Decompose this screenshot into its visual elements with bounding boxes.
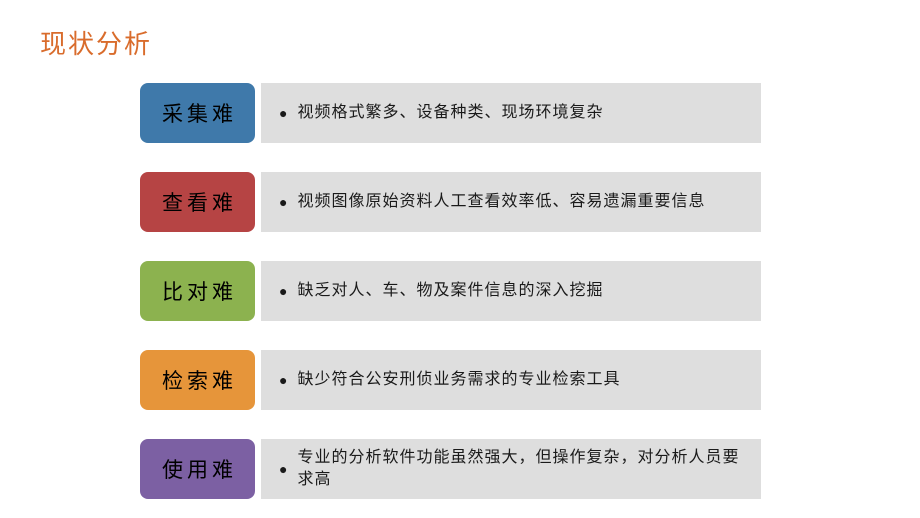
list-item: 采集难 ● 视频格式繁多、设备种类、现场环境复杂: [140, 83, 880, 143]
tag-view: 查看难: [140, 172, 255, 232]
tag-compare: 比对难: [140, 261, 255, 321]
bullet-icon: ●: [279, 195, 287, 209]
desc-bar: ● 视频格式繁多、设备种类、现场环境复杂: [261, 83, 761, 143]
desc-text: 缺少符合公安刑侦业务需求的专业检索工具: [297, 369, 620, 391]
page-title: 现状分析: [40, 24, 880, 61]
desc-bar: ● 视频图像原始资料人工查看效率低、容易遗漏重要信息: [261, 172, 761, 232]
desc-text: 专业的分析软件功能虽然强大，但操作复杂，对分析人员要求高: [297, 447, 743, 492]
list-item: 使用难 ● 专业的分析软件功能虽然强大，但操作复杂，对分析人员要求高: [140, 439, 880, 499]
tag-use: 使用难: [140, 439, 255, 499]
bullet-icon: ●: [279, 284, 287, 298]
desc-text: 缺乏对人、车、物及案件信息的深入挖掘: [297, 280, 603, 302]
tag-collect: 采集难: [140, 83, 255, 143]
desc-text: 视频图像原始资料人工查看效率低、容易遗漏重要信息: [297, 191, 705, 213]
desc-bar: ● 缺少符合公安刑侦业务需求的专业检索工具: [261, 350, 761, 410]
tag-search: 检索难: [140, 350, 255, 410]
desc-bar: ● 专业的分析软件功能虽然强大，但操作复杂，对分析人员要求高: [261, 439, 761, 499]
bullet-icon: ●: [279, 373, 287, 387]
desc-bar: ● 缺乏对人、车、物及案件信息的深入挖掘: [261, 261, 761, 321]
analysis-list: 采集难 ● 视频格式繁多、设备种类、现场环境复杂 查看难 ● 视频图像原始资料人…: [140, 83, 880, 499]
title-text: 现状分析: [40, 29, 152, 59]
list-item: 查看难 ● 视频图像原始资料人工查看效率低、容易遗漏重要信息: [140, 172, 880, 232]
list-item: 比对难 ● 缺乏对人、车、物及案件信息的深入挖掘: [140, 261, 880, 321]
bullet-icon: ●: [279, 462, 287, 476]
desc-text: 视频格式繁多、设备种类、现场环境复杂: [297, 102, 603, 124]
list-item: 检索难 ● 缺少符合公安刑侦业务需求的专业检索工具: [140, 350, 880, 410]
bullet-icon: ●: [279, 106, 287, 120]
